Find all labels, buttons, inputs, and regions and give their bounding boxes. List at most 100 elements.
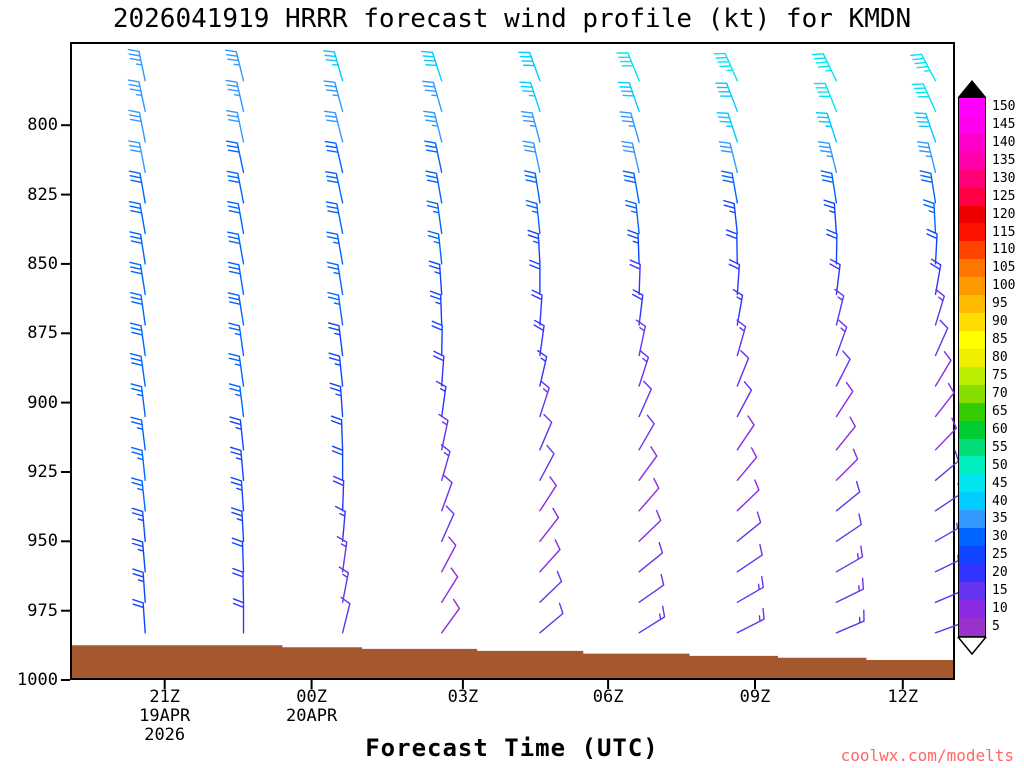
colorbar-segment [959,330,985,349]
colorbar-tick-label: 70 [992,385,1008,401]
colorbar-tick-label: 90 [992,314,1008,330]
wind-barb [736,607,765,634]
wind-barb [835,350,851,387]
wind-barb [425,170,443,204]
wind-barb [330,415,344,451]
wind-barb [130,416,146,451]
wind-barb [728,259,741,296]
wind-barb [426,200,443,235]
plot-border [70,42,955,680]
wind-barb [524,170,541,204]
wind-barb [811,53,838,82]
colorbar-tick-label: 145 [992,116,1016,132]
colorbar-tick-label: 25 [992,547,1008,563]
watermark-text: coolwx.com/modelts [840,746,1014,765]
colorbar-segment [959,474,985,493]
wind-barb [736,479,760,512]
wind-barb [632,289,644,326]
wind-barb [132,568,146,603]
wind-barb [328,352,344,387]
wind-barb [323,110,344,143]
wind-barb [715,82,738,113]
wind-barb [424,140,443,174]
wind-barb [835,609,865,634]
wind-barb [128,109,146,143]
wind-barb [813,82,838,113]
y-axis-label: 875 [27,323,58,344]
wind-barb [736,381,753,418]
colorbar-tick-label: 150 [992,98,1016,114]
wind-barb [732,288,744,326]
wind-barb [338,566,350,603]
x-axis-label: 12Z [887,687,919,707]
wind-barb [326,231,344,265]
wind-barb [930,258,942,296]
wind-barb [531,289,543,326]
wind-barb [622,170,640,204]
wind-barb [815,111,838,143]
wind-barb [519,81,541,113]
colorbar-segment [959,402,985,421]
wind-barb [923,199,937,235]
wind-barb [441,536,457,573]
colorbar-segment [959,492,985,511]
colorbar-segment [959,241,985,260]
wind-barb [835,577,865,603]
colorbar-tick-label: 105 [992,260,1016,276]
y-axis-label: 900 [27,392,58,413]
wind-barb [720,170,738,204]
wind-barb [228,383,245,418]
wind-barb [617,81,640,113]
colorbar-segment [959,295,985,314]
x-axis-label: 00Z 20APR [286,687,338,726]
wind-barb [326,261,344,296]
wind-barb [736,447,758,481]
x-axis-label: 09Z [739,687,771,707]
colorbar-segment [959,98,985,116]
colorbar-tick-label: 125 [992,188,1016,204]
wind-barb [619,111,640,143]
colorbar-segment [959,223,985,242]
wind-barb [736,511,762,542]
wind-barb [638,477,660,512]
colorbar-tick-label: 95 [992,296,1008,312]
wind-barb [621,140,640,174]
colorbar-tick-label: 115 [992,224,1016,240]
wind-barb [638,509,662,542]
colorbar-tick-label: 100 [992,278,1016,294]
wind-barb [520,110,541,143]
wind-barb [835,448,859,481]
plot-area [61,42,965,689]
colorbar-segment [959,277,985,296]
wind-barb [539,539,561,573]
wind-barb [128,200,146,235]
wind-barb [331,445,344,481]
wind-barb [340,596,351,634]
wind-barb [420,50,443,82]
colorbar-arrow-down-icon [957,637,987,655]
wind-barb [934,417,958,451]
wind-barb [934,288,945,326]
colorbar-segment [959,438,985,457]
wind-barb [329,382,344,418]
wind-barb [529,259,541,296]
colorbar: 150 145 140 135 130 125 120 115 110 105 100 95 90 85 8… [956,80,1024,668]
wind-barb [132,598,146,634]
x-axis-label: 21Z 19APR 2026 [139,687,191,745]
wind-barb [638,605,666,634]
colorbar-segment [959,546,985,564]
wind-barb [225,140,245,174]
wind-barb [823,199,838,235]
wind-barb [820,170,838,204]
colorbar-tick-label: 35 [992,511,1008,527]
colorbar-segment [959,599,985,618]
colorbar-segment [959,617,985,636]
wind-barb [723,199,738,235]
wind-barb [441,474,453,512]
colorbar-tick-label: 55 [992,439,1008,455]
wind-barb [232,598,245,634]
wind-barb [716,111,738,143]
wind-barb [525,199,541,235]
wind-barb [835,319,848,357]
wind-barb [539,380,550,418]
